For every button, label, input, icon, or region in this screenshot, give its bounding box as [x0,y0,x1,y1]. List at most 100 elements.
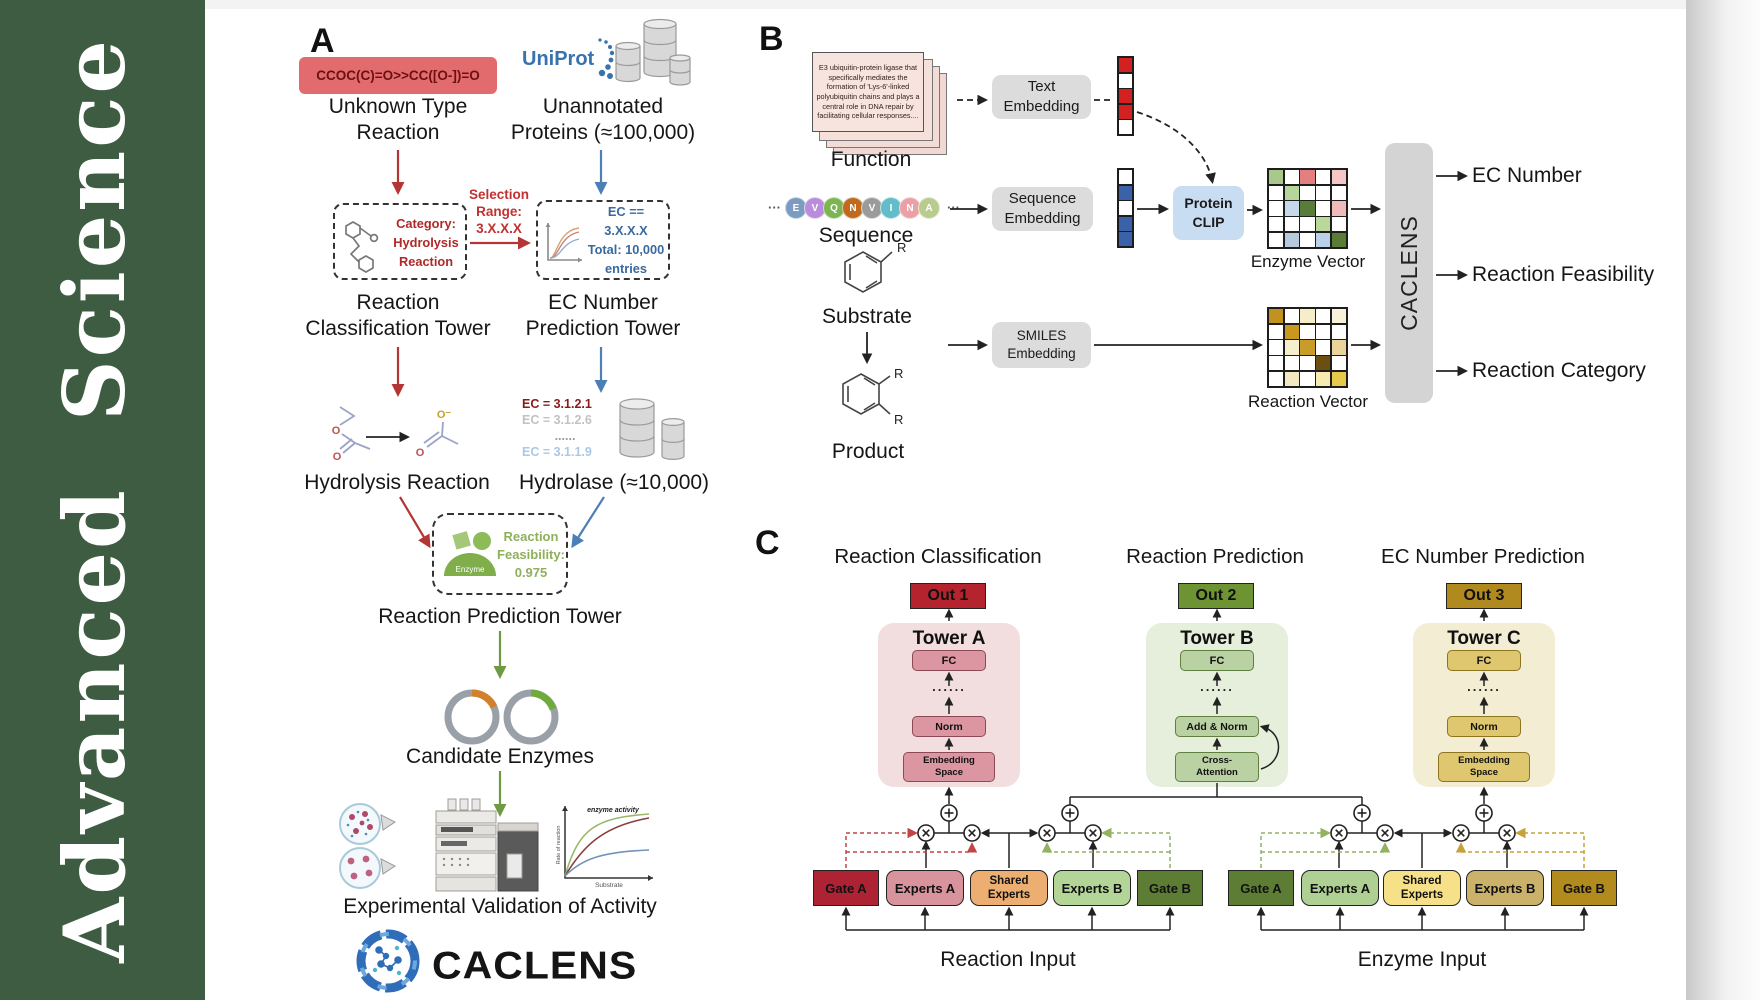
svg-text:enzyme activity: enzyme activity [587,807,640,814]
ec-result-1: EC = 3.1.2.1 [522,397,592,411]
panel-c-label: C [755,524,780,562]
svg-text:Enzyme: Enzyme [456,565,485,574]
panel-a-label: A [310,22,335,60]
tower-c-embedding: Embedding Space [1438,752,1530,782]
page-edge-shadow [1686,0,1760,1000]
reaction-experts-b: Experts B [1053,870,1131,906]
journal-title: Advanced Science [45,37,144,963]
molecule-sketch-icon [345,221,379,273]
ester-molecule: O O [332,406,371,463]
sigmoid-curves-icon [545,223,582,263]
svg-text:R: R [897,240,906,255]
enzyme-icon: Enzyme [444,531,496,576]
hydrolase-database-icon [619,398,685,460]
tower-a-norm: Norm [912,716,986,737]
tower-b-addnorm: Add & Norm [1175,716,1259,737]
svg-text:O⁻: O⁻ [437,409,452,421]
output-reaction-category: Reaction Category [1472,359,1646,382]
enzyme-vector-label: Enzyme Vector [1250,252,1366,271]
ec-result-2: EC = 3.1.2.6 [522,413,592,427]
smiles-embedding-box: SMILES Embedding [992,322,1091,368]
ec-result-list: EC = 3.1.2.1 EC = 3.1.2.6 ...... EC = 3.… [522,396,608,466]
sequence-label: Sequence [818,224,914,247]
caclens-core-label: CACLENS [1395,215,1422,331]
tower-a: Tower A FC ...... Norm Embedding Space [878,623,1020,787]
tower-b: Tower B FC ...... Add & Norm Cross- Atte… [1146,623,1288,787]
tower-b-crossattention: Cross- Attention [1175,752,1259,782]
task-title-ec: EC Number Prediction [1381,545,1585,568]
page-top-strip [205,0,1686,9]
tower-b-dots: ...... [1200,678,1234,694]
acetate-molecule: O⁻ O [416,409,459,459]
text-vector [1117,56,1134,136]
enzyme-gate-b: Gate B [1551,870,1617,906]
caclens-logo-icon [356,929,420,993]
unannotated-proteins-label: Unannotated Proteins (≈100,000) [510,95,696,144]
function-label: Function [830,148,912,171]
caclens-core-bar [1385,143,1433,403]
uniprot-dots-icon [598,38,615,79]
reaction-vector-grid [1267,307,1348,388]
out2-box: Out 2 [1178,583,1254,609]
validation-label: Experimental Validation of Activity [343,895,657,918]
unknown-reaction-label: Unknown Type Reaction [328,95,468,144]
tower-a-name: Tower A [912,628,986,649]
svg-text:Rate of reaction: Rate of reaction [556,826,562,865]
hplc-instrument-icon [435,798,539,892]
hydrolase-label: Hydrolase (≈10,000) [518,471,710,494]
task-title-classification: Reaction Classification [834,545,1042,568]
candidate-enzymes-label: Candidate Enzymes [406,745,594,768]
category-text: Category: Hydrolysis Reaction [393,215,459,269]
tower-a-dots: ...... [932,678,966,694]
reaction-input-label: Reaction Input [940,948,1076,971]
ec-tower-label: EC Number Prediction Tower [525,291,681,340]
tower-c: Tower C FC ...... Norm Embedding Space [1413,623,1555,787]
cell-sample-icons [339,803,396,889]
product-label: Product [831,440,905,463]
tower-a-embedding: Embedding Space [903,752,995,782]
enzyme-experts-b: Experts B [1466,870,1544,906]
journal-sidebar [0,0,205,1000]
protein-clip-box: Protein CLIP [1173,186,1244,240]
sequence-ellipsis-left: ··· [768,200,781,215]
ec-result-3: EC = 3.1.1.9 [522,445,592,459]
tower-c-dots: ...... [1467,678,1501,694]
sequence-vector [1117,168,1134,248]
tower-c-norm: Norm [1447,716,1521,737]
out3-box: Out 3 [1446,583,1522,609]
enzyme-shared-experts: Shared Experts [1383,870,1461,906]
tower-c-fc: FC [1447,650,1521,671]
out1-box: Out 1 [910,583,986,609]
feasibility-text: Reaction Feasibility: 0.975 [497,529,565,580]
tower-b-fc: FC [1180,650,1254,671]
function-card-text: E3 ubiquitin-protein ligase that specifi… [816,63,920,121]
ec-filter-dashed-box [536,200,670,280]
caclens-logo-text: CACLENS [432,943,638,987]
ec-filter-text: EC == 3.X.X.X Total: 10,000 entries [587,204,665,276]
task-title-prediction: Reaction Prediction [1126,545,1304,568]
tower-b-name: Tower B [1180,628,1254,649]
product-molecule: R R [842,368,903,427]
enzyme-experts-a: Experts A [1301,870,1379,906]
substrate-molecule: R [844,240,906,293]
reaction-gate-b: Gate B [1137,870,1203,906]
kinetics-chart: enzyme activity Rate of reaction Substra… [556,806,653,889]
svg-text:Substrate: Substrate [595,882,623,889]
selection-range-text: Selection Range: 3.X.X.X [468,186,530,236]
ec-result-dots: ...... [554,429,576,443]
text-embedding-box: Text Embedding [992,75,1091,119]
tower-c-name: Tower C [1447,628,1521,649]
uniprot-logo: UniProt [522,48,595,70]
svg-text:O: O [332,425,341,437]
enzyme-gate-a: Gate A [1228,870,1294,906]
output-reaction-feasibility: Reaction Feasibility [1472,263,1655,286]
reaction-shared-experts: Shared Experts [970,870,1048,906]
smiles-reaction-box: CCOC(C)=O>>CC([O-])=O [299,57,497,94]
function-card: E3 ubiquitin-protein ligase that specifi… [812,52,924,132]
enzyme-input-label: Enzyme Input [1357,948,1487,971]
sequence-embedding-box: Sequence Embedding [992,187,1093,231]
svg-text:O: O [416,447,425,459]
feasibility-dashed-box [432,513,568,595]
